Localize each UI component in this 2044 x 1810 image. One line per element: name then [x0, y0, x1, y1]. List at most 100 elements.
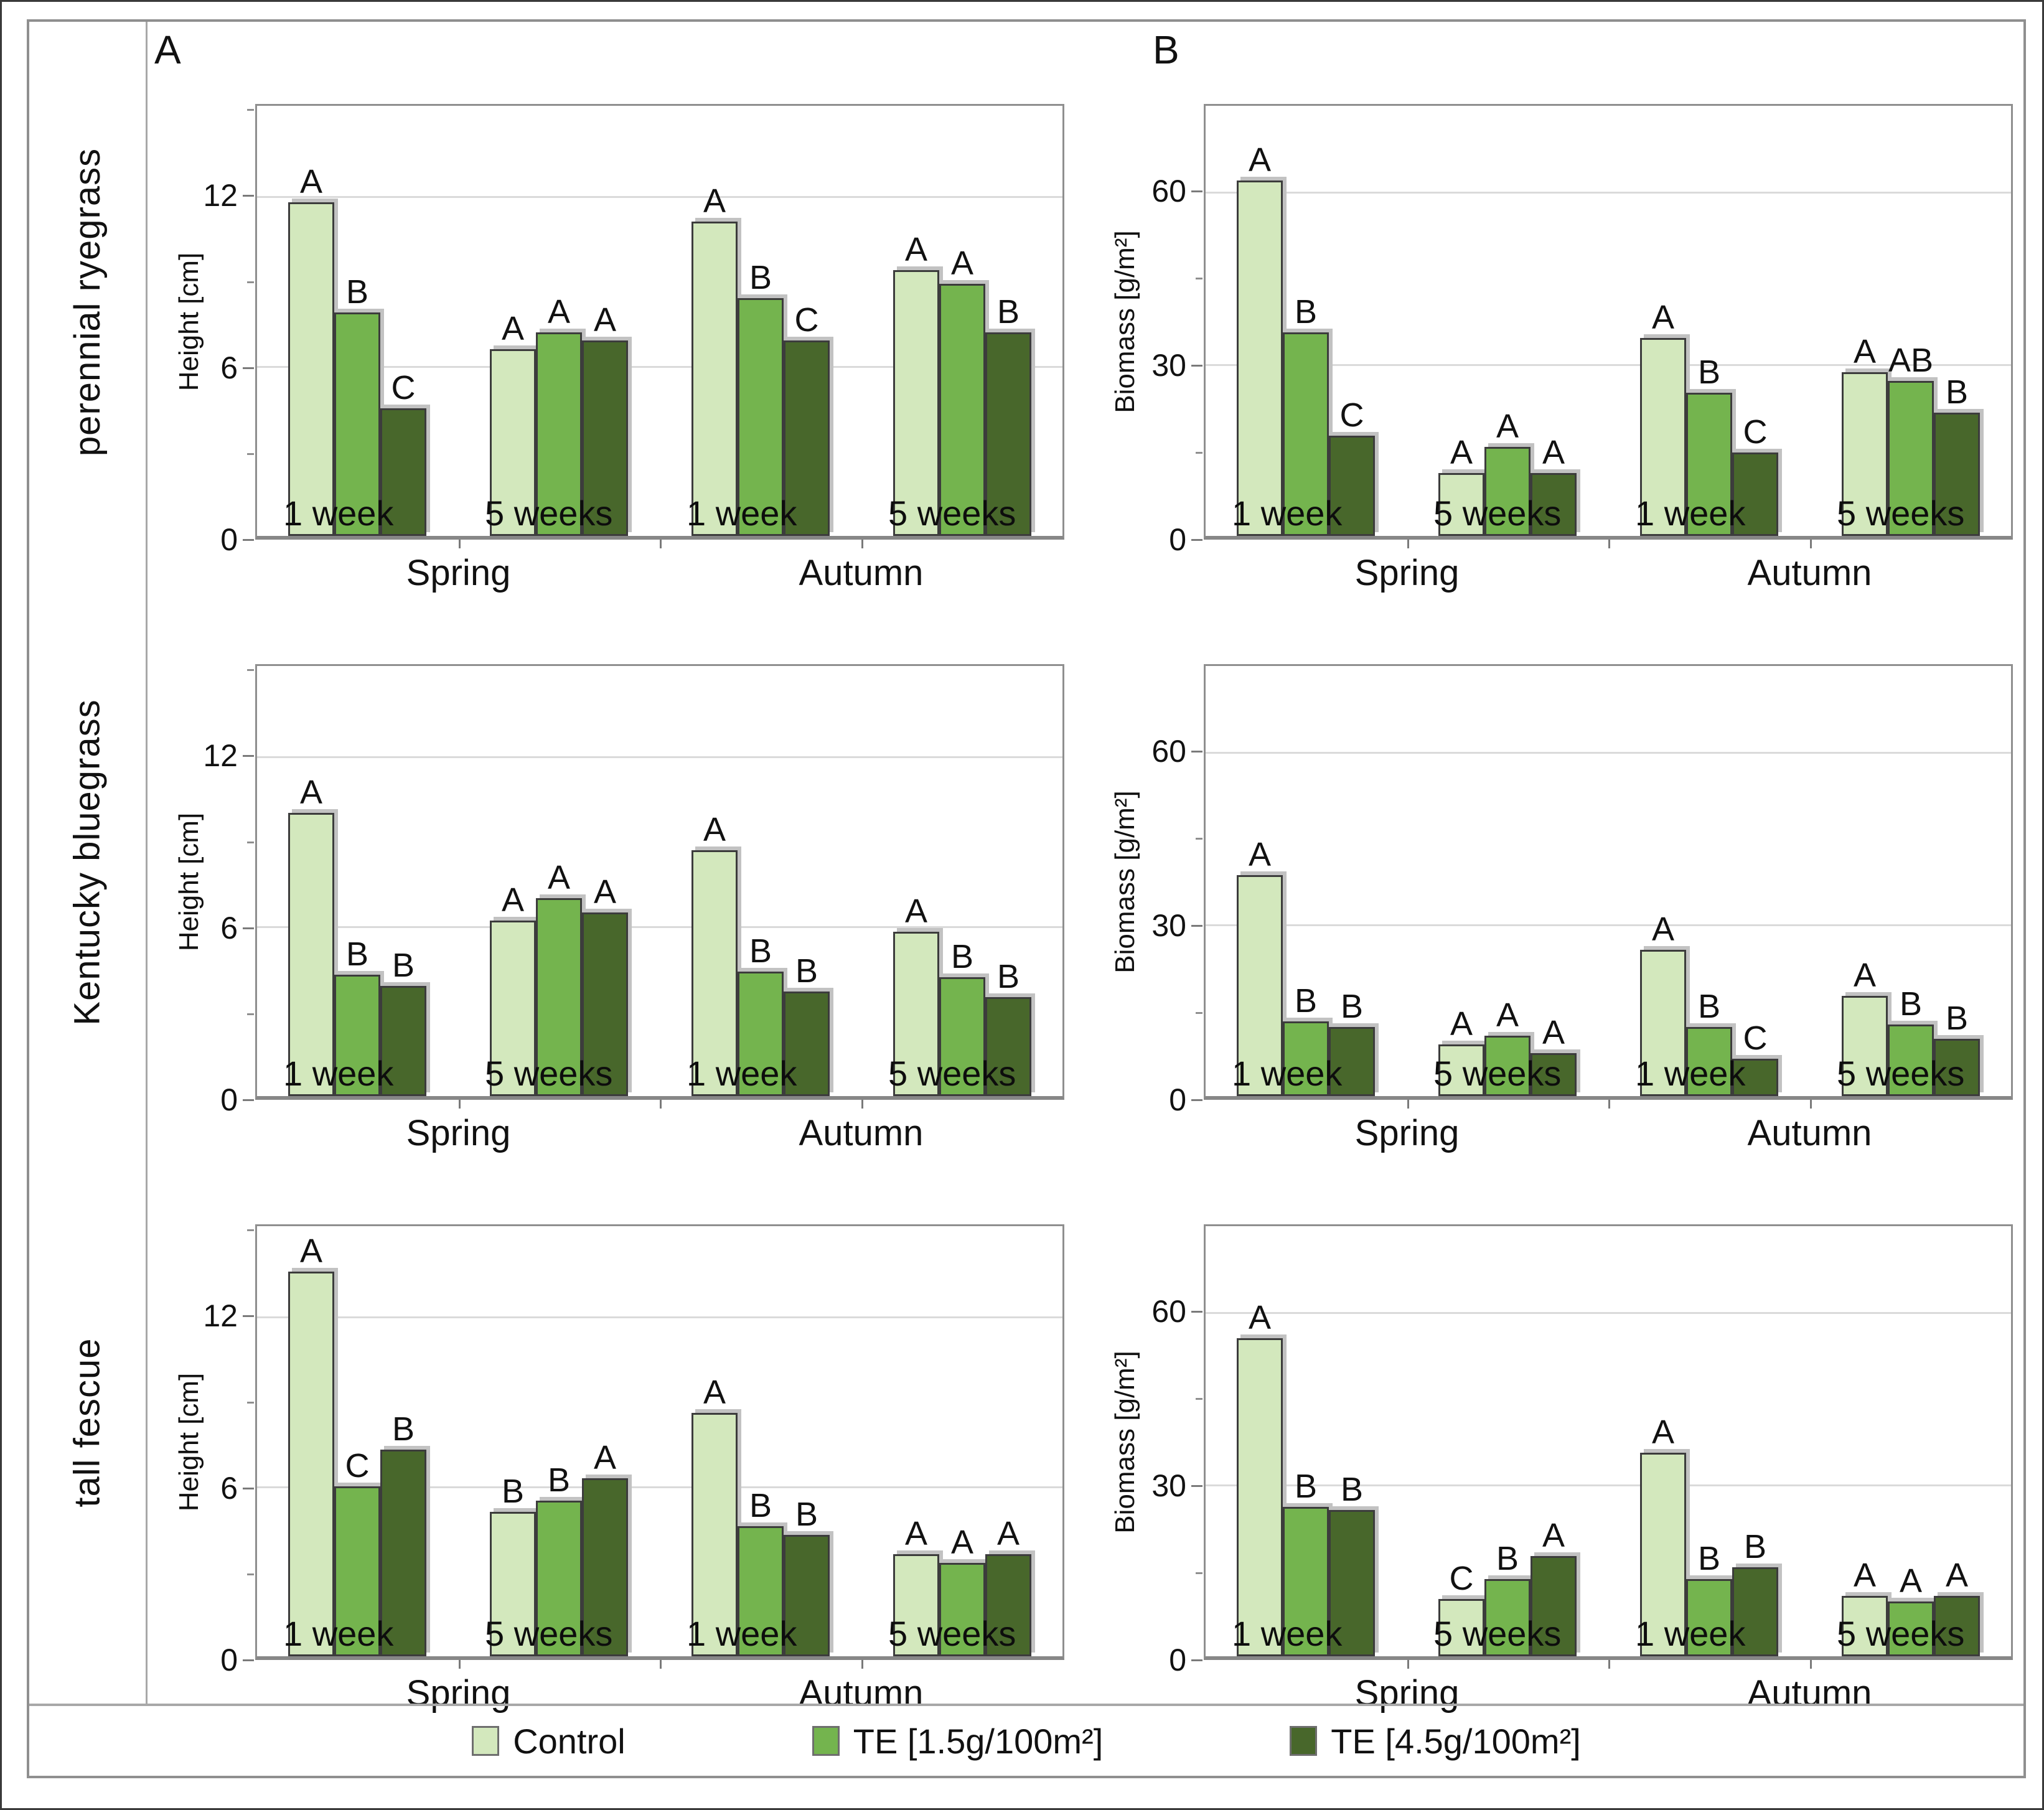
species-label: Kentucky bluegrass: [67, 698, 108, 1026]
bar-with-letter: A: [1640, 106, 1686, 536]
bar-with-letter: A: [536, 666, 582, 1096]
bar-control: [1842, 1596, 1888, 1656]
bar-te15: [1686, 392, 1732, 536]
y-axis: 60 30 0: [1087, 1224, 1202, 1677]
bar-with-letter: C: [1329, 106, 1375, 536]
significance-letter: A: [593, 301, 617, 339]
significance-letter: B: [547, 1461, 571, 1499]
y-tick: [243, 1487, 254, 1489]
time-group-label: 1 week: [1232, 1054, 1343, 1093]
bar-control: [893, 932, 939, 1096]
significance-letter: B: [950, 938, 974, 976]
significance-letter: A: [1496, 408, 1519, 446]
bar-control: [1842, 372, 1888, 536]
y-tick-label: 0: [1169, 1643, 1186, 1677]
significance-letter: B: [1743, 1528, 1767, 1566]
significance-letter: AB: [1888, 342, 1934, 380]
significance-letter: B: [795, 1495, 818, 1533]
bar-te15: [1686, 1027, 1732, 1096]
bar-with-letter: A: [939, 1226, 985, 1656]
significance-letter: A: [703, 1374, 726, 1412]
bar-te45: [1934, 1596, 1980, 1656]
time-group-label: 1 week: [283, 1054, 394, 1093]
bar-with-letter: A: [1237, 106, 1283, 536]
gridline: [1206, 192, 2011, 194]
y-tick-label: 0: [220, 1082, 238, 1117]
gridline: [1206, 924, 2011, 926]
bar-with-letter: A: [1438, 666, 1484, 1096]
bar-te45: [1531, 1555, 1577, 1656]
bar-control: [1640, 338, 1686, 536]
significance-letter: A: [501, 881, 525, 919]
significance-letter: A: [593, 1438, 617, 1476]
bar-control: [893, 1554, 939, 1656]
bar-with-letter: B: [784, 666, 830, 1096]
bar-te15: [1888, 1024, 1934, 1096]
bar-te45: [1531, 472, 1577, 536]
time-group-label: 1 week: [1635, 494, 1746, 533]
bar-control: [1640, 950, 1686, 1096]
season-label: Autumn: [1747, 1673, 1872, 1714]
bar-te45: [1329, 1027, 1375, 1096]
bar-with-letter: A: [582, 1226, 628, 1656]
x-tick: [1407, 1660, 1409, 1669]
bar-with-letter: B: [1329, 1226, 1375, 1656]
bar-with-letter: A: [691, 106, 738, 536]
bar-te15: [1484, 447, 1531, 536]
time-group-label: 1 week: [687, 1054, 797, 1093]
significance-letter: B: [345, 935, 369, 973]
bar-with-letter: C: [1732, 106, 1778, 536]
bar-with-letter: A: [985, 1226, 1031, 1656]
y-tick: [243, 1099, 254, 1101]
bar-with-letter: B: [738, 106, 784, 536]
bar-te15: [334, 1486, 380, 1656]
significance-letter: B: [1496, 1539, 1519, 1577]
bar-with-letter: A: [1484, 106, 1531, 536]
bar-with-letter: A: [288, 106, 334, 536]
y-axis: 12 6 0: [149, 664, 254, 1117]
y-tick: [243, 195, 254, 197]
bar-te45: [380, 1450, 426, 1656]
significance-letter: A: [547, 293, 571, 331]
time-group-label: 5 weeks: [485, 494, 613, 533]
bar-with-letter: A: [1640, 666, 1686, 1096]
gridline: [1206, 1312, 2011, 1315]
gridline: [1206, 363, 2011, 366]
y-axis: 60 30 0: [1087, 664, 1202, 1117]
time-group-label: 1 week: [1232, 494, 1343, 533]
gridline: [257, 366, 1062, 368]
y-tick-label: 0: [220, 522, 238, 557]
significance-letter: A: [1651, 299, 1675, 337]
significance-letter: B: [1697, 1539, 1721, 1577]
bar-with-letter: B: [738, 666, 784, 1096]
bar-control: [490, 349, 536, 536]
bar-with-letter: B: [1686, 666, 1732, 1096]
bar-control: [1438, 1044, 1484, 1096]
bar-with-letter: A: [1842, 106, 1888, 536]
significance-letter: C: [1339, 396, 1364, 434]
significance-letter: A: [950, 245, 974, 283]
y-tick-label: 60: [1151, 734, 1186, 769]
time-group-label: 1 week: [283, 1614, 394, 1653]
x-tick: [1407, 1100, 1409, 1109]
significance-letter: A: [1542, 1516, 1565, 1554]
significance-letter: A: [996, 1515, 1020, 1553]
bar-te45: [380, 985, 426, 1096]
gridline: [257, 196, 1062, 199]
time-group-label: 5 weeks: [1837, 494, 1965, 533]
significance-letter: B: [1294, 982, 1318, 1020]
bar-with-letter: A: [582, 666, 628, 1096]
